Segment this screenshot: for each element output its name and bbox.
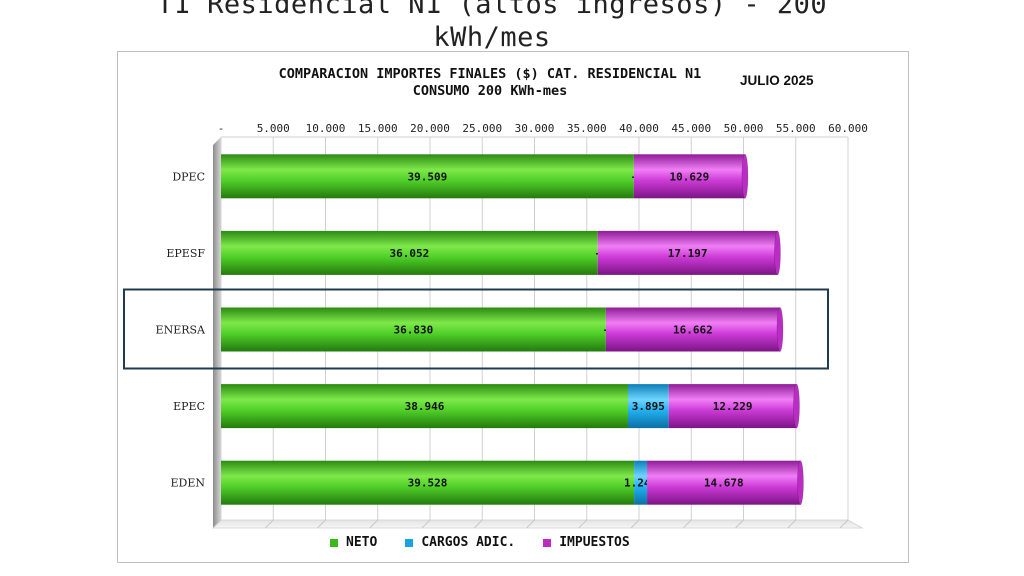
floor-gridline <box>526 519 535 529</box>
x-tick-label: 60.000 <box>828 122 868 135</box>
x-tick-label: 50.000 <box>724 122 764 135</box>
bar-segment <box>597 230 778 275</box>
chart-date-label: JULIO 2025 <box>740 73 814 88</box>
bar-end-cap <box>793 383 800 429</box>
bar-segment <box>647 460 801 505</box>
chart-title-line-1: COMPARACION IMPORTES FINALES ($) CAT. RE… <box>278 66 702 82</box>
x-tick-label: 5.000 <box>257 122 290 135</box>
legend-swatch <box>405 538 414 547</box>
bar-end-cap <box>797 460 804 506</box>
slide-title-line-1: T1 Residencial N1 (altos ingresos) - 200 <box>156 0 828 20</box>
slide-title-line-2: kWh/mes <box>433 22 551 53</box>
bar-segment <box>221 384 628 429</box>
legend-swatch <box>330 538 338 547</box>
x-tick-label: 55.000 <box>776 122 816 135</box>
data-label: 39.528 <box>408 477 448 490</box>
data-label: 3.895 <box>632 400 665 413</box>
category-label: EDEN <box>170 477 205 490</box>
data-label: 39.509 <box>408 170 448 183</box>
legend-item: CARGOS ADIC. <box>405 535 515 550</box>
data-label: 38.946 <box>405 400 445 413</box>
legend-label: NETO <box>346 535 378 550</box>
bar-end-cap <box>776 307 784 352</box>
floor-gridline <box>839 519 849 529</box>
x-tick-label: 15.000 <box>358 122 398 135</box>
x-tick-label: 10.000 <box>306 122 346 135</box>
category-label: EPEC <box>173 400 205 413</box>
x-tick-label: 35.000 <box>567 122 607 135</box>
legend-swatch <box>543 538 552 547</box>
bar-end-cap <box>741 154 749 199</box>
bar-segment <box>633 154 745 199</box>
category-label: ENERSA <box>156 324 207 337</box>
legend-label: CARGOS ADIC. <box>421 535 516 550</box>
plot-side-wall <box>213 137 221 528</box>
floor-gridline <box>421 519 431 529</box>
highlight-box <box>123 288 829 370</box>
data-label: 36.052 <box>389 247 429 260</box>
x-tick-label: - <box>218 122 225 135</box>
data-label: 36.830 <box>394 324 434 337</box>
chart-title: COMPARACION IMPORTES FINALES ($) CAT. RE… <box>170 66 810 100</box>
data-label: 12.229 <box>713 400 753 413</box>
chart-legend: NETO CARGOS ADIC. IMPUESTOS <box>330 535 630 550</box>
floor-gridline <box>578 519 588 529</box>
x-tick-label: 20.000 <box>410 122 450 135</box>
floor-gridline <box>682 519 692 529</box>
data-label: 10.629 <box>670 170 710 183</box>
floor-gridline <box>264 519 274 529</box>
x-tick-label: 40.000 <box>619 122 659 135</box>
data-label: 14.678 <box>704 477 744 490</box>
bar-segment <box>221 230 598 275</box>
bar-end-cap <box>774 230 781 276</box>
chart-title-line-2: CONSUMO 200 KWh-mes <box>412 83 568 99</box>
floor-gridline <box>735 519 744 529</box>
bar-segment <box>221 307 606 352</box>
floor-gridline <box>473 519 483 529</box>
bar-segment <box>221 154 634 199</box>
category-label: EPESF <box>166 247 205 260</box>
bar-segment <box>605 307 780 352</box>
x-tick-label: 30.000 <box>515 122 555 135</box>
data-label: 17.197 <box>668 247 708 260</box>
floor-gridline <box>630 519 640 529</box>
floor-gridline <box>317 519 326 529</box>
bar-segment <box>668 384 797 429</box>
floor-gridline <box>787 519 797 529</box>
legend-label: IMPUESTOS <box>559 535 630 550</box>
legend-item: NETO <box>330 535 377 550</box>
floor-gridline <box>369 519 379 529</box>
floor-gridline <box>212 519 222 529</box>
x-tick-label: 45.000 <box>671 122 711 135</box>
data-label: 16.662 <box>673 324 713 337</box>
x-tick-label: 25.000 <box>462 122 502 135</box>
bar-segment <box>634 460 648 505</box>
bar-segment <box>627 384 669 429</box>
slide-title: T1 Residencial N1 (altos ingresos) - 200… <box>0 0 984 54</box>
bar-segment <box>221 460 635 505</box>
plot-floor <box>212 519 864 529</box>
category-label: DPEC <box>172 170 205 183</box>
legend-item: IMPUESTOS <box>543 535 630 550</box>
